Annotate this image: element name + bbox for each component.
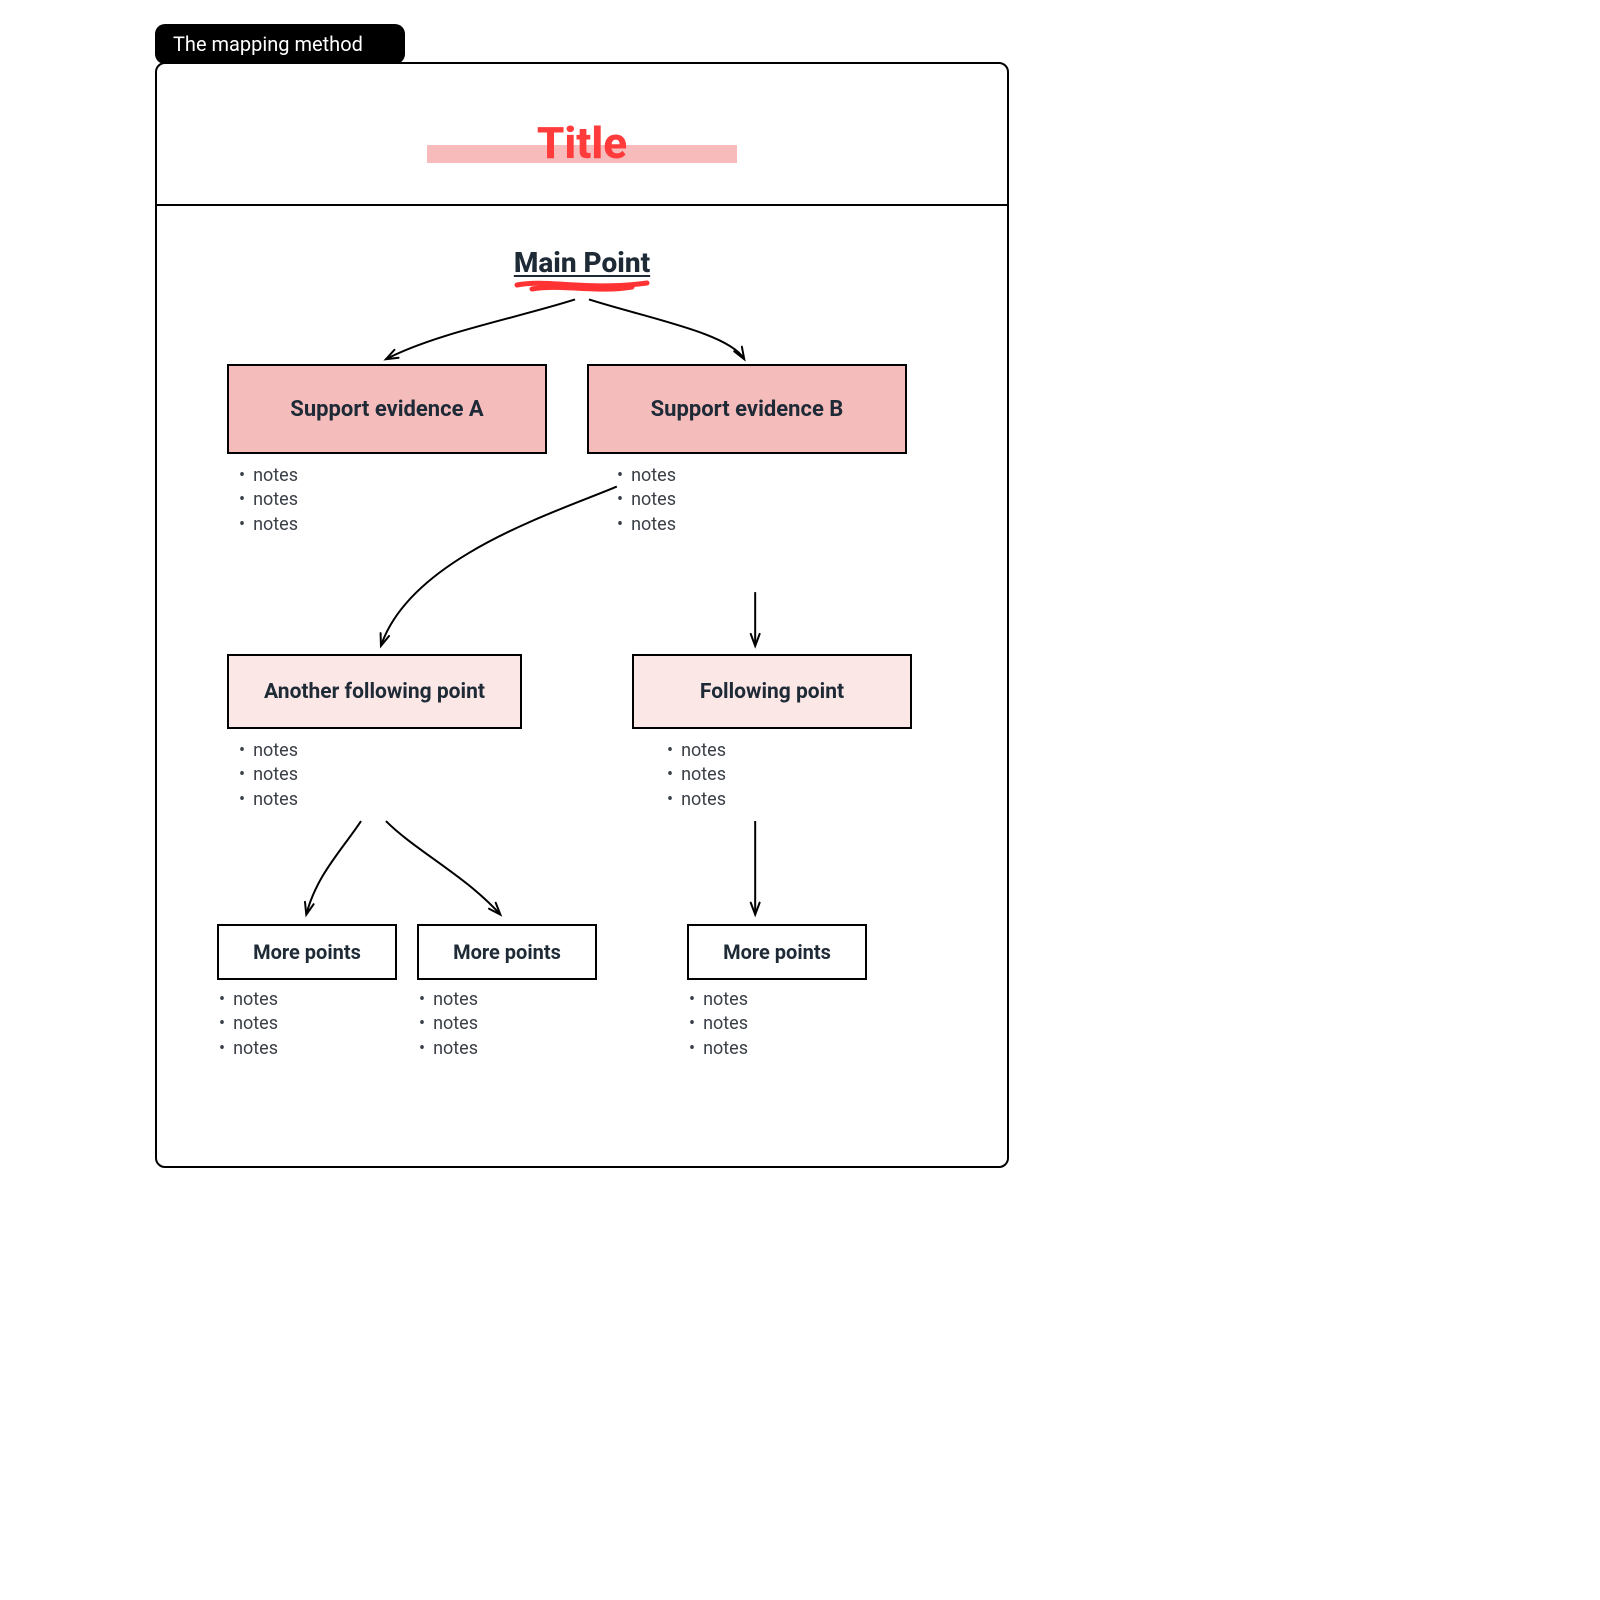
- main-point-text: Main Point: [512, 246, 652, 279]
- arrowhead-icon: [751, 634, 760, 646]
- notes-E2: notesnotesnotes: [419, 988, 478, 1061]
- node-C: Another following point: [227, 654, 522, 729]
- edge-0: [386, 299, 575, 359]
- node-label: Support evidence A: [290, 397, 483, 422]
- node-A: Support evidence A: [227, 364, 547, 454]
- edge-2: [381, 487, 617, 646]
- note-item: notes: [419, 988, 478, 1012]
- note-item: notes: [239, 763, 298, 787]
- arrowhead-icon: [751, 903, 760, 915]
- note-item: notes: [219, 1012, 278, 1036]
- node-E1: More points: [217, 924, 397, 980]
- main-point-area: Main Point: [157, 246, 1007, 293]
- node-label: More points: [253, 940, 361, 964]
- node-B: Support evidence B: [587, 364, 907, 454]
- page-frame: Title Main Point Support evidence A Suppo…: [155, 62, 1009, 1168]
- note-item: notes: [239, 788, 298, 812]
- note-item: notes: [219, 1037, 278, 1061]
- arrows-layer: [157, 64, 1007, 1166]
- note-item: notes: [667, 788, 726, 812]
- node-E2: More points: [417, 924, 597, 980]
- edge-4: [306, 821, 361, 915]
- title-text: Title: [537, 117, 627, 169]
- note-item: notes: [617, 464, 676, 488]
- edge-1: [589, 299, 744, 359]
- note-item: notes: [239, 464, 298, 488]
- notes-B: notesnotesnotes: [617, 464, 676, 537]
- arrowhead-icon: [489, 903, 500, 915]
- note-item: notes: [617, 488, 676, 512]
- notes-E1: notesnotesnotes: [219, 988, 278, 1061]
- node-label: More points: [723, 940, 831, 964]
- note-item: notes: [667, 763, 726, 787]
- node-label: Support evidence B: [651, 397, 844, 422]
- note-item: notes: [617, 513, 676, 537]
- node-D: Following point: [632, 654, 912, 729]
- node-label: Another following point: [264, 680, 485, 704]
- note-item: notes: [689, 988, 748, 1012]
- arrowhead-icon: [305, 902, 314, 915]
- header-divider: [157, 204, 1007, 206]
- title-area: Title: [157, 117, 1007, 169]
- note-item: notes: [239, 513, 298, 537]
- note-item: notes: [419, 1012, 478, 1036]
- note-item: notes: [419, 1037, 478, 1061]
- caption-badge: The mapping method: [155, 24, 405, 64]
- note-item: notes: [689, 1012, 748, 1036]
- scribble-underline-icon: [512, 277, 652, 293]
- node-label: More points: [453, 940, 561, 964]
- arrowhead-icon: [386, 350, 399, 359]
- note-item: notes: [219, 988, 278, 1012]
- edge-5: [386, 821, 500, 915]
- note-item: notes: [239, 739, 298, 763]
- notes-C: notesnotesnotes: [239, 739, 298, 812]
- diagram-stage: The mapping method Title Main Point Supp…: [0, 0, 1600, 1600]
- arrowhead-icon: [381, 633, 389, 646]
- note-item: notes: [239, 488, 298, 512]
- note-item: notes: [689, 1037, 748, 1061]
- arrowhead-icon: [734, 347, 744, 360]
- node-label: Following point: [700, 680, 844, 704]
- note-item: notes: [667, 739, 726, 763]
- notes-E3: notesnotesnotes: [689, 988, 748, 1061]
- notes-A: notesnotesnotes: [239, 464, 298, 537]
- node-E3: More points: [687, 924, 867, 980]
- caption-badge-text: The mapping method: [173, 32, 363, 56]
- notes-D: notesnotesnotes: [667, 739, 726, 812]
